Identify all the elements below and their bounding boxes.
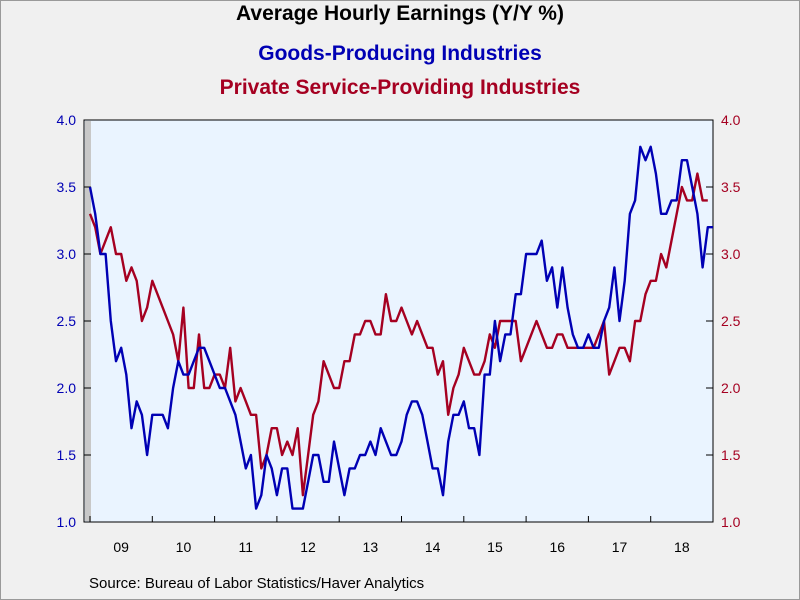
x-tick-label: 18 bbox=[674, 539, 690, 555]
y-tick-label-right: 3.0 bbox=[721, 246, 741, 262]
x-tick-label: 09 bbox=[113, 539, 129, 555]
x-tick-label: 13 bbox=[363, 539, 379, 555]
x-tick-label: 15 bbox=[487, 539, 503, 555]
series-line-goods-producing bbox=[88, 145, 713, 510]
y-tick-label-left: 4.0 bbox=[57, 112, 77, 128]
x-tick-label: 16 bbox=[549, 539, 565, 555]
x-tick-label: 14 bbox=[425, 539, 441, 555]
y-tick-label-left: 2.5 bbox=[57, 313, 77, 329]
source-note: Source: Bureau of Labor Statistics/Haver… bbox=[89, 575, 425, 592]
chart-title: Average Hourly Earnings (Y/Y %) bbox=[236, 2, 564, 25]
x-tick-label: 11 bbox=[238, 539, 253, 555]
x-tick-label: 10 bbox=[176, 539, 192, 555]
y-tick-label-left: 3.0 bbox=[57, 246, 77, 262]
y-tick-label-left: 1.5 bbox=[57, 447, 77, 463]
y-tick-label-right: 2.0 bbox=[721, 380, 741, 396]
y-tick-label-right: 4.0 bbox=[721, 112, 741, 128]
y-tick-label-right: 2.5 bbox=[721, 313, 741, 329]
y-tick-label-right: 1.5 bbox=[721, 447, 741, 463]
plot-area bbox=[84, 120, 713, 522]
legend-service-providing: Private Service-Providing Industries bbox=[219, 76, 581, 99]
x-tick-label: 12 bbox=[300, 539, 316, 555]
y-tick-label-right: 3.5 bbox=[721, 179, 741, 195]
series-line-service-providing bbox=[88, 172, 708, 497]
x-tick-label: 17 bbox=[612, 539, 628, 555]
y-tick-label-left: 1.0 bbox=[57, 514, 77, 530]
legend-goods-producing: Goods-Producing Industries bbox=[258, 42, 542, 65]
y-tick-label-right: 1.0 bbox=[721, 514, 741, 530]
y-tick-label-left: 3.5 bbox=[57, 179, 77, 195]
y-tick-label-left: 2.0 bbox=[57, 380, 77, 396]
